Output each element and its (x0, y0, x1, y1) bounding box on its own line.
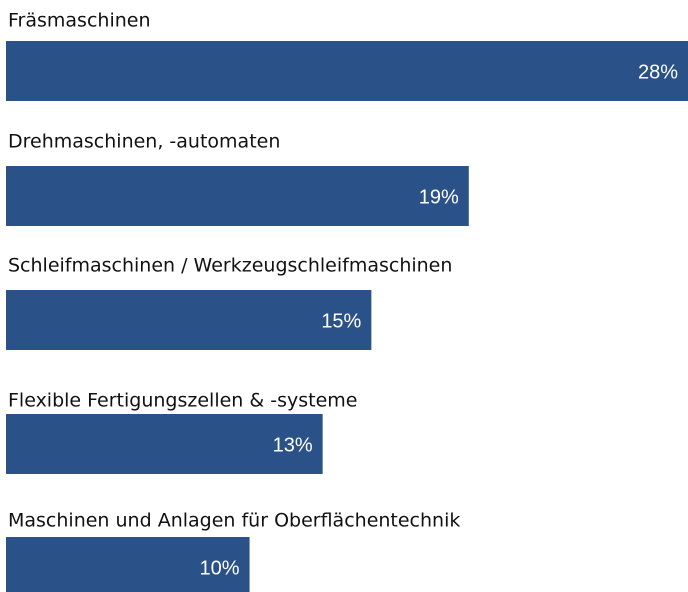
bar (6, 166, 469, 226)
bar (6, 414, 323, 474)
category-label: Schleifmaschinen / Werkzeugschleifmaschi… (8, 255, 452, 277)
category-label: Fräsmaschinen (8, 10, 151, 32)
value-label: 28% (638, 61, 678, 83)
category-label: Flexible Fertigungszellen & -systeme (8, 390, 357, 412)
value-label: 15% (321, 310, 361, 332)
bar (6, 537, 250, 592)
category-label: Maschinen und Anlagen für Oberflächentec… (8, 510, 460, 532)
bar (6, 41, 688, 101)
category-label: Drehmaschinen, -automaten (8, 131, 280, 153)
value-label: 10% (200, 557, 240, 579)
bar (6, 290, 372, 350)
value-label: 19% (419, 186, 459, 208)
value-label: 13% (273, 434, 313, 456)
